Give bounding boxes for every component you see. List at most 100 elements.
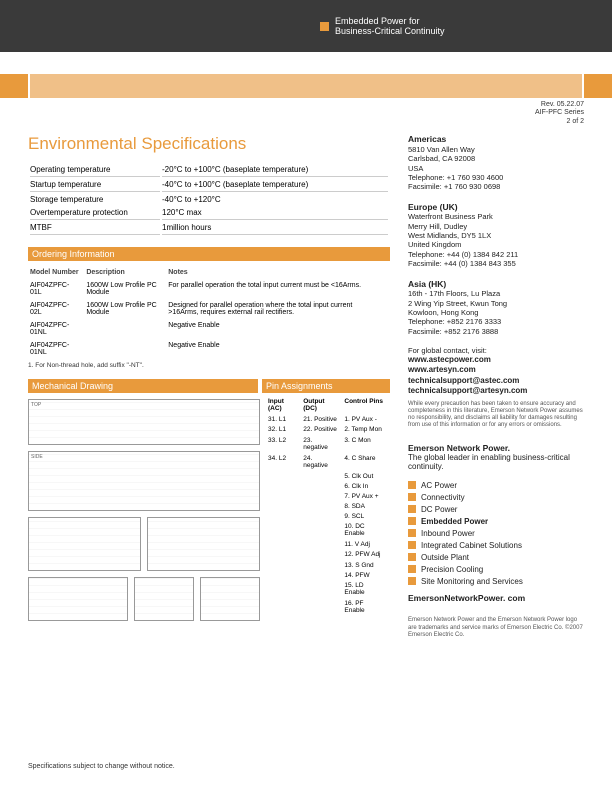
addr-line: USA <box>408 164 423 173</box>
ordering-footnote: 1. For Non-thread hole, add suffix "-NT"… <box>28 362 390 369</box>
table-cell: AIF04ZPFC-01NL <box>30 320 84 338</box>
list-item: Site Monitoring and Services <box>408 575 584 587</box>
addr-line: Merry Hill, Dudley <box>408 222 467 231</box>
table-cell: AIF04ZPFC-02L <box>30 300 84 318</box>
table-cell: 1600W Low Profile PC Module <box>86 280 166 298</box>
header-square-icon <box>320 22 329 31</box>
ordering-header: Ordering Information <box>28 247 390 261</box>
table-cell: 1600W Low Profile PC Module <box>86 300 166 318</box>
link[interactable]: technicalsupport@artesyn.com <box>408 386 584 396</box>
pin-assignments-table: Input (AC)Output (DC)Control Pins 31. L1… <box>262 393 390 621</box>
pin-cell: 32. L1 <box>266 426 299 434</box>
bullet-icon <box>408 517 416 525</box>
enp-title: Emerson Network Power. <box>408 443 584 453</box>
link[interactable]: www.artesyn.com <box>408 365 584 375</box>
svc-label: Site Monitoring and Services <box>421 577 523 586</box>
pin-cell: 31. L1 <box>266 416 299 424</box>
addr-line: Telephone: +852 2176 3333 <box>408 317 501 326</box>
table-cell: Designed for parallel operation where th… <box>168 300 388 318</box>
spec-label: Operating temperature <box>30 164 160 177</box>
table-cell: Negative Enable <box>168 320 388 338</box>
rev-page: 2 of 2 <box>0 118 584 126</box>
link[interactable]: www.astecpower.com <box>408 355 584 365</box>
pin-cell: 9. SCL <box>342 513 386 521</box>
list-item: Outside Plant <box>408 551 584 563</box>
list-item: AC Power <box>408 479 584 491</box>
tagline-1: Embedded Power for <box>335 16 445 26</box>
enp-subtitle: The global leader in enabling business-c… <box>408 453 584 471</box>
addr-title: Europe (UK) <box>408 202 458 212</box>
spec-value: 1million hours <box>162 222 388 235</box>
addr-title: Americas <box>408 134 446 144</box>
table-cell <box>86 340 166 358</box>
disclaimer: While every precaution has been taken to… <box>408 401 584 430</box>
spec-value: -20°C to +100°C (baseplate temperature) <box>162 164 388 177</box>
pin-header: Pin Assignments <box>262 379 390 393</box>
pin-cell: 14. PFW <box>342 572 386 580</box>
pin-col: Output (DC) <box>301 398 340 414</box>
mechanical-header: Mechanical Drawing <box>28 379 258 393</box>
orange-divider <box>0 74 612 98</box>
addr-title: Asia (HK) <box>408 279 446 289</box>
pin-cell: 16. PF Enable <box>342 600 386 616</box>
legal-text: Emerson Network Power and the Emerson Ne… <box>408 617 584 639</box>
svc-label: Outside Plant <box>421 553 469 562</box>
bullet-icon <box>408 505 416 513</box>
addr-line: 2 Wing Yip Street, Kwun Tong <box>408 299 507 308</box>
pin-cell: 3. C Mon <box>342 437 386 453</box>
svc-label: DC Power <box>421 505 457 514</box>
pin-cell: 22. Positive <box>301 426 340 434</box>
addr-line: Carlsbad, CA 92008 <box>408 154 475 163</box>
addr-line: United Kingdom <box>408 240 461 249</box>
rev-series: AIF-PFC Series <box>0 109 584 117</box>
table-cell: AIF04ZPFC-01NL <box>30 340 84 358</box>
svc-label: Integrated Cabinet Solutions <box>421 541 522 550</box>
contact-links: www.astecpower.com www.artesyn.com techn… <box>408 355 584 397</box>
spec-label: Storage temperature <box>30 194 160 205</box>
header-bar: Embedded Power for Business-Critical Con… <box>0 0 612 52</box>
pin-cell: 24. negative <box>301 455 340 471</box>
link[interactable]: technicalsupport@astec.com <box>408 376 584 386</box>
bullet-icon <box>408 565 416 573</box>
pin-col: Control Pins <box>342 398 386 414</box>
revision-block: Rev. 05.22.07 AIF-PFC Series 2 of 2 <box>0 101 612 126</box>
pin-cell: 6. Clk In <box>342 483 386 491</box>
enp-url[interactable]: EmersonNetworkPower. com <box>408 593 584 603</box>
pin-cell: 7. PV Aux + <box>342 493 386 501</box>
pin-cell: 10. DC Enable <box>342 523 386 539</box>
bullet-icon <box>408 481 416 489</box>
bullet-icon <box>408 577 416 585</box>
addr-line: Telephone: +1 760 930 4600 <box>408 173 503 182</box>
page-title: Environmental Specifications <box>28 134 390 154</box>
addr-line: 16th - 17th Floors, Lu Plaza <box>408 289 500 298</box>
addr-line: Kowloon, Hong Kong <box>408 308 478 317</box>
mechanical-drawing: TOP SIDE <box>28 393 262 621</box>
tagline-2: Business-Critical Continuity <box>335 26 445 36</box>
pin-cell: 4. C Share <box>342 455 386 471</box>
pin-col: Input (AC) <box>266 398 299 414</box>
pin-cell: 12. PFW Adj <box>342 551 386 559</box>
pin-cell: 5. Clk Out <box>342 473 386 481</box>
bullet-icon <box>408 529 416 537</box>
addr-line: Waterfront Business Park <box>408 212 493 221</box>
table-cell: Negative Enable <box>168 340 388 358</box>
col-header: Description <box>86 267 166 278</box>
addr-line: Telephone: +44 (0) 1384 842 211 <box>408 250 518 259</box>
list-item: DC Power <box>408 503 584 515</box>
bullet-icon <box>408 493 416 501</box>
list-item: Inbound Power <box>408 527 584 539</box>
address-europe: Europe (UK) Waterfront Business Park Mer… <box>408 202 584 269</box>
pin-cell: 1. PV Aux - <box>342 416 386 424</box>
svc-label: Connectivity <box>421 493 465 502</box>
col-header: Notes <box>168 267 388 278</box>
col-header: Model Number <box>30 267 84 278</box>
addr-line: Facsimile: +44 (0) 1384 843 355 <box>408 259 516 268</box>
addr-line: Facsimile: +852 2176 3888 <box>408 327 498 336</box>
address-asia: Asia (HK) 16th - 17th Floors, Lu Plaza 2… <box>408 279 584 337</box>
pin-cell: 13. S Gnd <box>342 562 386 570</box>
svc-label: Precision Cooling <box>421 565 483 574</box>
list-item: Embedded Power <box>408 515 584 527</box>
addr-line: West Midlands, DY5 1LX <box>408 231 491 240</box>
table-cell <box>86 320 166 338</box>
bottom-note: Specifications subject to change without… <box>28 763 175 770</box>
